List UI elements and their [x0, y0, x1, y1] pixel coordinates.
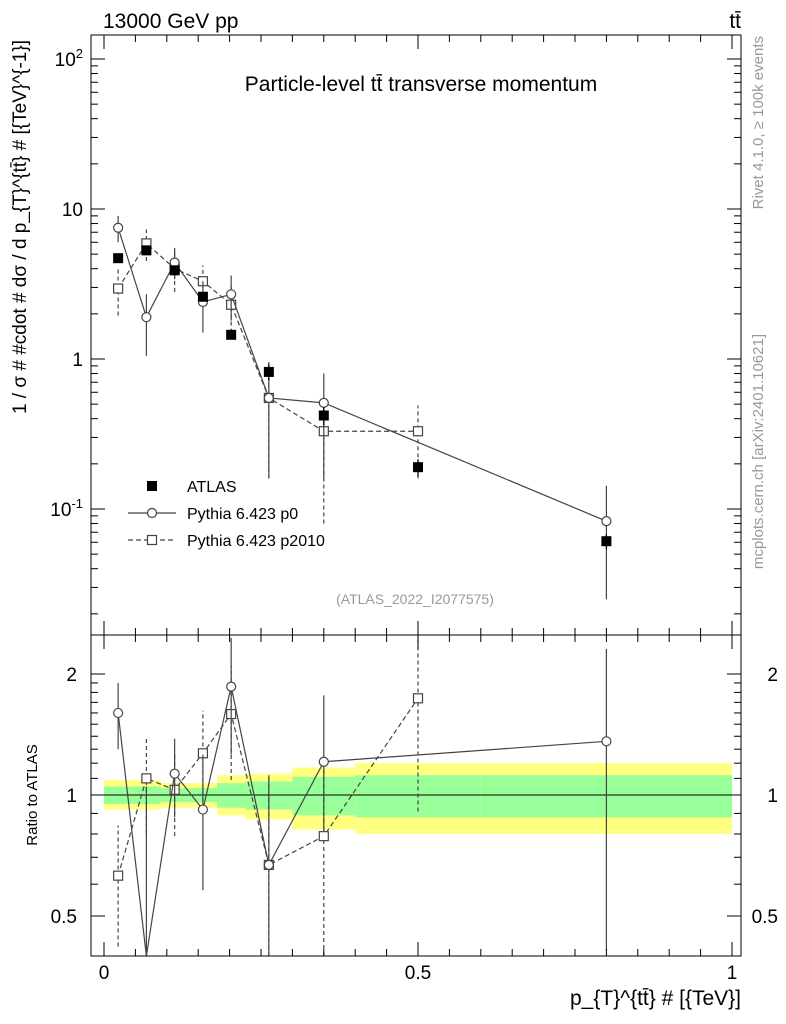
atlas-point — [169, 265, 180, 276]
x-axis-main — [103, 35, 733, 635]
p2010-ratio-point — [113, 870, 124, 881]
mcplots-label: mcplots.cern.ch [arXiv:2401.10621] — [750, 334, 767, 569]
p0-ratio-point — [226, 681, 237, 692]
analysis-label: (ATLAS_2022_I2077575) — [336, 591, 494, 607]
y-tick-label: 10 — [62, 200, 83, 221]
x-axis: 0 0.5 1 — [99, 635, 738, 984]
y-axis: 10-1 1 10 102 — [50, 46, 741, 615]
legend-marker-p0 — [146, 507, 158, 519]
p2010-point — [113, 283, 124, 294]
ratio-tick-label: 2 — [66, 665, 77, 686]
atlas-point — [601, 536, 612, 547]
ratio-tick-label: 1 — [66, 786, 77, 807]
y-tick-label: 1 — [72, 350, 83, 371]
legend-label-atlas: ATLAS — [187, 479, 237, 496]
x-tick-label: 0 — [99, 963, 110, 984]
p2010-ratio-point — [412, 693, 424, 704]
y-axis-label: 1 / σ # #cdot # dσ / d p_{T}^{tt̄} # [{T… — [10, 40, 31, 414]
legend-marker-p2010 — [146, 534, 158, 546]
atlas-point — [318, 410, 329, 421]
p2010-ratio-point — [318, 831, 329, 842]
main-panel: Particle-level tt̄ transverse momentum (… — [10, 34, 742, 636]
ratio-tick-label-right: 0.5 — [752, 907, 778, 928]
p0-point — [601, 516, 612, 527]
p0-point — [318, 397, 329, 408]
rivet-version-label: Rivet 4.1.0, ≥ 100k events — [750, 36, 767, 209]
ratio-tick-label: 0.5 — [51, 907, 77, 928]
x-axis-label: p_{T}^{tt̄} # [{TeV}] — [570, 987, 741, 1010]
legend-label-p0: Pythia 6.423 p0 — [187, 506, 298, 523]
atlas-point — [197, 291, 208, 302]
collision-label: 13000 GeV pp — [103, 10, 238, 33]
p0-point — [113, 222, 124, 233]
ratio-y-axis-label: Ratio to ATLAS — [24, 744, 41, 845]
p0-ratio-point — [263, 859, 274, 871]
p0-ratio-line — [117, 686, 607, 957]
ratio-series-layer — [113, 635, 612, 957]
p0-ratio-point — [197, 804, 209, 815]
ratio-tick-label-right: 2 — [767, 665, 778, 686]
atlas-point — [413, 462, 423, 473]
ratio-tick-label-right: 1 — [767, 786, 778, 807]
p0-point — [263, 392, 274, 404]
p0-ratio-point — [113, 707, 124, 719]
legend: ATLAS Pythia 6.423 p0 Pythia 6.423 p2010 — [128, 479, 325, 550]
p0-ratio-point — [169, 768, 180, 779]
legend-marker-atlas — [147, 481, 157, 491]
p2010-ratio-point — [141, 773, 152, 784]
p0-line — [117, 227, 607, 522]
p0-ratio-point — [601, 736, 612, 747]
p0-ratio-point — [318, 756, 329, 767]
main-series-layer — [113, 215, 612, 600]
p0-point — [141, 312, 152, 323]
ratio-panel: Ratio to ATLAS 0.5 0.51 12 2 0 0.5 1 p_{T}^{t… — [24, 634, 778, 1010]
y-tick-label: 10-1 — [50, 496, 83, 521]
x-tick-label: 0.5 — [405, 963, 431, 984]
legend-label-p2010: Pythia 6.423 p2010 — [187, 533, 325, 550]
atlas-point — [113, 253, 124, 264]
atlas-point — [141, 245, 152, 256]
y-tick-label: 102 — [55, 46, 83, 71]
p2010-point — [412, 426, 424, 437]
p0-point — [226, 289, 237, 300]
atlas-point — [226, 329, 237, 340]
atlas-point — [263, 366, 274, 377]
chart-title: Particle-level tt̄ transverse momentum — [245, 73, 597, 96]
process-label: tt̄ — [729, 10, 741, 33]
x-tick-label: 1 — [727, 963, 738, 984]
ratio-y-axis: 0.5 0.5 1 1 2 2 — [51, 665, 778, 928]
